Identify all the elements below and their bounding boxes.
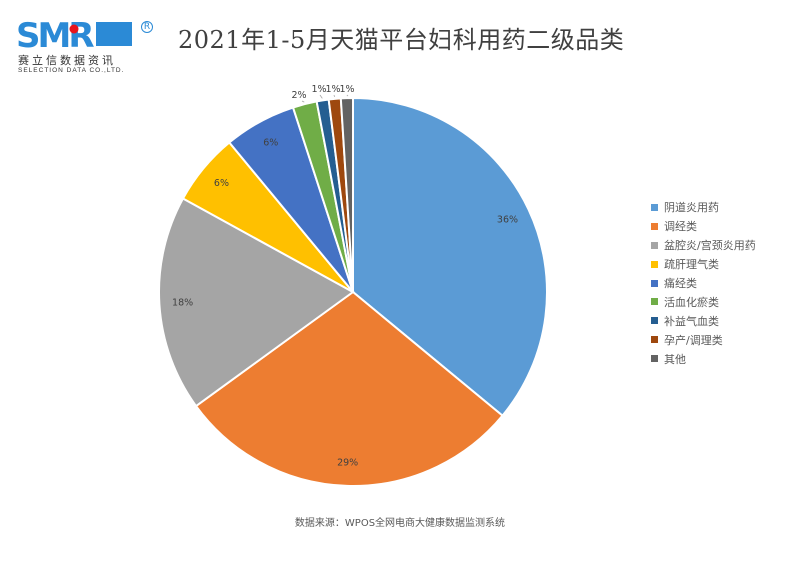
logo: SMR R 赛立信数据资讯 SELECTION DATA CO.,LTD. <box>16 18 156 78</box>
pie-slice <box>194 290 504 487</box>
legend-label: 盆腔炎/宫颈炎用药 <box>664 239 756 253</box>
chart-title: 2021年1-5月天猫平台妇科用药二级品类 <box>178 26 625 54</box>
slice-label: 1% <box>311 84 326 95</box>
slice-label: 6% <box>263 137 278 148</box>
legend-swatch-icon <box>651 203 658 211</box>
legend-label: 调经类 <box>664 220 697 234</box>
svg-text:SMR: SMR <box>16 18 94 50</box>
legend-label: 痛经类 <box>664 277 697 290</box>
legend-swatch-icon <box>651 317 658 325</box>
legend-item: 活血化瘀类 <box>651 292 756 311</box>
slice-label: 18% <box>172 298 193 309</box>
legend-label: 孕产/调理类 <box>664 333 723 347</box>
logo-en-name: SELECTION DATA CO.,LTD. <box>18 67 125 74</box>
legend-item: 孕产/调理类 <box>651 330 756 349</box>
legend-swatch-icon <box>651 279 658 287</box>
legend-label: 阴道炎用药 <box>664 201 719 215</box>
legend-swatch-icon <box>651 260 658 268</box>
leader-line <box>346 94 349 97</box>
slice-label: 29% <box>337 458 358 469</box>
legend-label: 补益气血类 <box>664 314 719 328</box>
legend-item: 其他 <box>651 349 756 368</box>
chart-legend: 阴道炎用药 调经类 盆腔炎/宫颈炎用药 疏肝理气类 痛经类 活血化瘀类 补益气血… <box>651 198 756 368</box>
smr-logo-mark: SMR <box>16 18 132 50</box>
legend-item: 调经类 <box>651 217 756 236</box>
legend-swatch-icon <box>651 355 658 363</box>
legend-item: 疏肝理气类 <box>651 255 756 274</box>
legend-item: 阴道炎用药 <box>651 198 756 217</box>
pie-slice <box>339 96 354 293</box>
data-source-note: 数据来源：WPOS全网电商大健康数据监测系统 <box>294 518 506 529</box>
pie-slice <box>158 197 355 408</box>
leader-line <box>333 94 335 97</box>
leader-line <box>301 100 305 103</box>
legend-swatch-icon <box>651 298 658 306</box>
logo-cn-name: 赛立信数据资讯 <box>18 54 116 67</box>
legend-swatch-icon <box>651 336 658 344</box>
legend-swatch-icon <box>651 222 658 230</box>
registered-mark: R <box>141 21 153 33</box>
slice-label: 36% <box>497 214 518 225</box>
slice-label: 2% <box>291 90 306 101</box>
legend-label: 其他 <box>664 352 686 366</box>
legend-label: 活血化瘀类 <box>664 295 719 309</box>
leader-line <box>319 94 323 99</box>
legend-item: 痛经类 <box>651 274 756 293</box>
legend-swatch-icon <box>651 241 658 249</box>
slice-label: 6% <box>214 178 229 189</box>
slice-label: 1% <box>325 84 340 95</box>
legend-item: 补益气血类 <box>651 311 756 330</box>
pie-slice <box>352 96 548 418</box>
legend-item: 盆腔炎/宫颈炎用药 <box>651 236 756 255</box>
slice-label: 1% <box>339 84 354 95</box>
legend-label: 疏肝理气类 <box>664 258 719 272</box>
